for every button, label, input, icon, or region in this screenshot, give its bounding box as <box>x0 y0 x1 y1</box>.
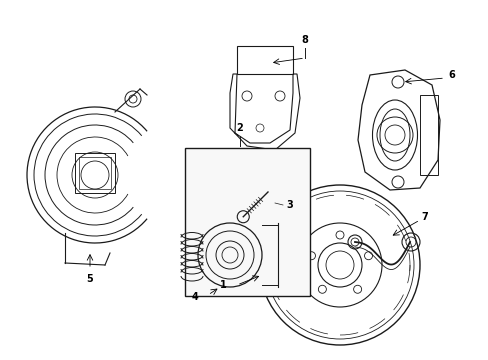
Bar <box>184 148 309 296</box>
Text: 6: 6 <box>447 70 454 80</box>
Text: 7: 7 <box>421 212 427 222</box>
Bar <box>75 153 115 193</box>
Text: 5: 5 <box>86 274 93 284</box>
Text: 1: 1 <box>219 280 226 290</box>
Text: 3: 3 <box>286 200 293 210</box>
Text: 4: 4 <box>191 292 198 302</box>
Text: 2: 2 <box>236 123 243 133</box>
Text: 8: 8 <box>301 35 308 45</box>
Bar <box>419 95 437 175</box>
Bar <box>237 46 292 74</box>
Bar <box>79 157 111 189</box>
